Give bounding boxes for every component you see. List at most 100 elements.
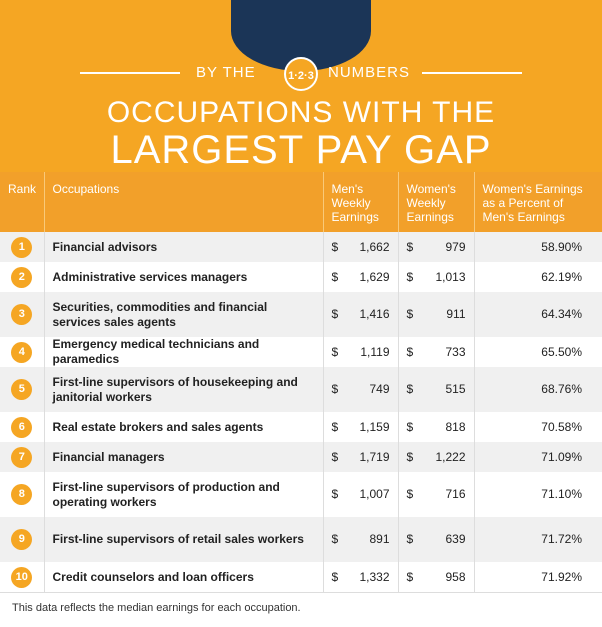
occupation-cell: Real estate brokers and sales agents — [43, 412, 323, 442]
percent-cell: 68.76% — [473, 367, 602, 412]
money: $1,159 — [332, 420, 390, 435]
rank-cell: 1 — [0, 232, 44, 262]
earnings-cell: $1,662 — [322, 232, 398, 262]
amount: 733 — [445, 344, 466, 359]
rank-badge: 7 — [11, 446, 33, 468]
amount: 1,007 — [359, 487, 390, 501]
money: $1,007 — [332, 487, 390, 502]
table-row: 5 First-line supervisors of housekeeping … — [0, 367, 602, 412]
rank-cell: 4 — [0, 337, 44, 367]
amount: 958 — [445, 569, 466, 584]
rank-cell: 2 — [0, 262, 44, 292]
table-row: 6 Real estate brokers and sales agents $1,… — [0, 412, 602, 442]
occupation-cell: Emergency medical technicians and parame… — [43, 337, 323, 367]
earnings-cell: $515 — [397, 367, 474, 412]
banner-left: BY THE — [196, 64, 256, 81]
table-row: 10 Credit counselors and loan officers $1,… — [0, 562, 602, 592]
earnings-cell: $639 — [397, 517, 474, 562]
money: $515 — [407, 382, 466, 397]
currency: $ — [331, 269, 339, 284]
percent-cell: 71.92% — [473, 562, 602, 592]
rank-badge: 6 — [11, 416, 33, 438]
currency: $ — [331, 449, 339, 464]
money: $1,332 — [332, 570, 390, 585]
rank-badge: 4 — [11, 341, 33, 363]
rank-badge: 10 — [11, 566, 33, 588]
currency: $ — [331, 532, 339, 546]
occupation-cell: First-line supervisors of production and… — [43, 472, 323, 517]
amount: 1,332 — [359, 569, 390, 584]
amount: 639 — [445, 532, 466, 546]
earnings-cell: $891 — [322, 517, 398, 562]
footnote: This data reflects the median earnings f… — [0, 592, 602, 627]
currency: $ — [406, 487, 414, 501]
currency: $ — [406, 449, 414, 464]
table-row: 8 First-line supervisors of production an… — [0, 472, 602, 517]
earnings-cell: $1,013 — [397, 262, 474, 292]
occupation-cell: First-line supervisors of retail sales w… — [43, 517, 323, 562]
column-header: Women's Weekly Earnings — [397, 172, 474, 232]
amount: 891 — [369, 532, 390, 546]
currency: $ — [406, 344, 414, 359]
currency: $ — [331, 382, 339, 396]
header: smartasset BY THE 1·2·3 NUMBERS OCCUPATI… — [0, 0, 602, 172]
money: $1,119 — [332, 345, 390, 360]
table-row: 4 Emergency medical technicians and param… — [0, 337, 602, 367]
earnings-cell: $1,119 — [322, 337, 398, 367]
occupation-cell: Administrative services managers — [43, 262, 323, 292]
earnings-cell: $1,007 — [322, 472, 398, 517]
rank-cell: 7 — [0, 442, 44, 472]
rank-badge: 1 — [11, 236, 33, 258]
occupation-cell: Credit counselors and loan officers — [43, 562, 323, 592]
currency: $ — [406, 532, 414, 546]
currency: $ — [331, 239, 339, 254]
earnings-cell: $979 — [397, 232, 474, 262]
rank-cell: 5 — [0, 367, 44, 412]
amount: 1,719 — [359, 449, 390, 464]
money: $733 — [407, 345, 466, 360]
money: $1,222 — [407, 450, 466, 465]
currency: $ — [331, 344, 339, 359]
currency: $ — [331, 419, 339, 434]
column-header: Women's Earnings as a Percent of Men's E… — [473, 172, 602, 232]
amount: 749 — [369, 382, 390, 396]
rank-cell: 3 — [0, 292, 44, 337]
amount: 1,159 — [359, 419, 390, 434]
amount: 716 — [445, 487, 466, 501]
earnings-cell: $958 — [397, 562, 474, 592]
table-row: 7 Financial managers $1,719 $1,222 71.09% — [0, 442, 602, 472]
money: $639 — [407, 532, 466, 547]
currency: $ — [406, 569, 414, 584]
earnings-cell: $1,416 — [322, 292, 398, 337]
currency: $ — [331, 487, 339, 501]
table-row: 9 First-line supervisors of retail sales … — [0, 517, 602, 562]
earnings-cell: $1,629 — [322, 262, 398, 292]
earnings-cell: $911 — [397, 292, 474, 337]
table-body: 1 Financial advisors $1,662 $979 58.90% 2 Admi… — [0, 232, 602, 592]
earnings-cell: $1,332 — [322, 562, 398, 592]
column-header: Occupations — [43, 172, 323, 232]
rule — [422, 72, 522, 74]
earnings-cell: $749 — [322, 367, 398, 412]
amount: 515 — [445, 382, 466, 396]
money: $911 — [407, 307, 466, 322]
banner-right: NUMBERS — [328, 64, 411, 81]
percent-cell: 64.34% — [473, 292, 602, 337]
earnings-cell: $733 — [397, 337, 474, 367]
money: $1,013 — [407, 270, 466, 285]
amount: 979 — [445, 239, 466, 254]
rank-badge: 9 — [11, 529, 33, 550]
amount: 1,013 — [435, 269, 466, 284]
banner-badge: 1·2·3 — [284, 57, 318, 91]
table: Rank Occupations Men's Weekly Earnings Wome… — [0, 172, 602, 592]
percent-cell: 65.50% — [473, 337, 602, 367]
table-row: 3 Securities, commodities and financial s… — [0, 292, 602, 337]
earnings-cell: $1,222 — [397, 442, 474, 472]
rule — [80, 72, 180, 74]
currency: $ — [406, 269, 414, 284]
amount: 1,416 — [359, 307, 390, 321]
rank-badge: 5 — [11, 379, 33, 400]
percent-cell: 62.19% — [473, 262, 602, 292]
rank-badge: 3 — [11, 304, 33, 325]
